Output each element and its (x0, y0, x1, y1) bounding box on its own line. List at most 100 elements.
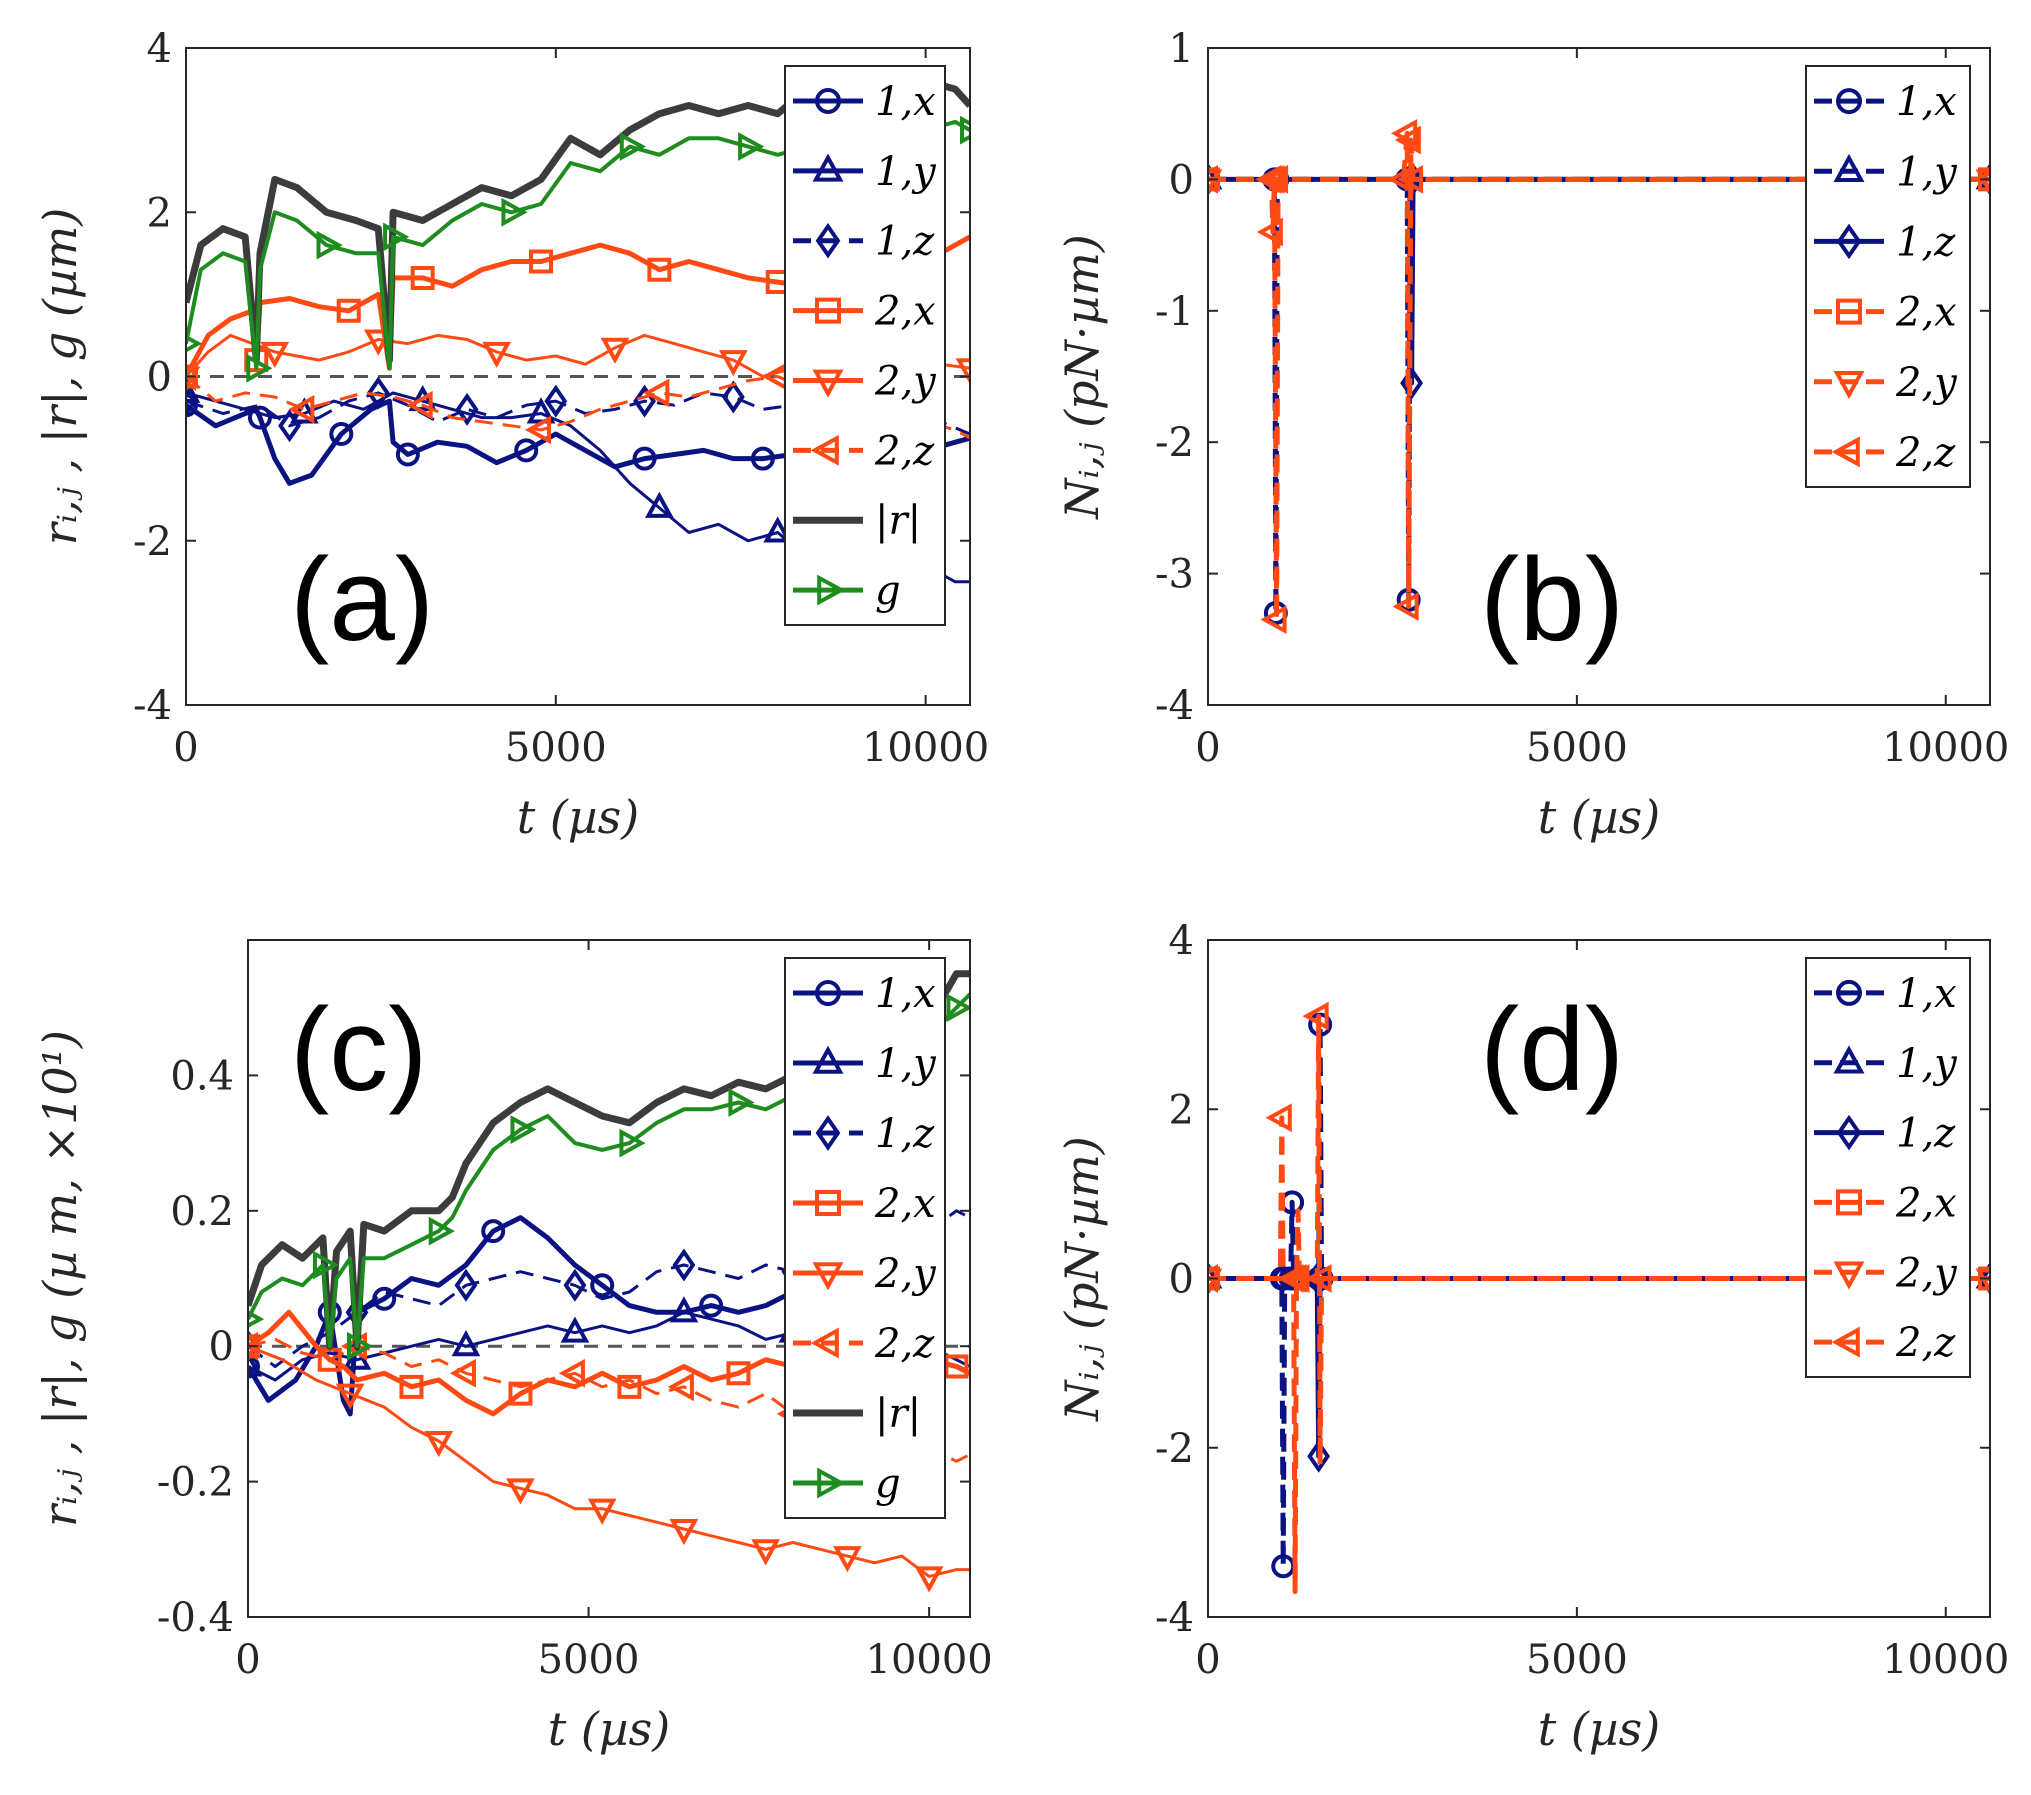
legend-marker (1836, 979, 1862, 1006)
legend-label: 2,x (1895, 290, 1957, 336)
data-marker (529, 249, 554, 274)
panel-label: (b) (1480, 534, 1624, 666)
panel-label: (c) (290, 984, 428, 1116)
data-marker (346, 1331, 374, 1361)
legend-marker (1833, 370, 1865, 400)
data-marker (560, 1316, 590, 1343)
data-marker (619, 132, 646, 161)
data-marker (944, 1354, 969, 1379)
data-marker (833, 1546, 862, 1573)
y-tick-label: -2 (133, 519, 172, 565)
data-marker (946, 993, 970, 1023)
x-tick-label: 10000 (1882, 725, 2009, 771)
data-marker (406, 390, 433, 420)
x-tick-label: 0 (235, 1637, 260, 1683)
data-marker (914, 1566, 944, 1593)
data-marker (335, 1383, 365, 1410)
panel-label: (a) (290, 534, 434, 666)
data-marker (508, 1381, 533, 1406)
panel-a: 0 5000 10000 -4 -2 0 2 4 t (µs) rᵢ,ⱼ , |r|, g (µm… (33, 26, 989, 844)
y-tick-label: 4 (147, 26, 172, 72)
data-marker (699, 1293, 724, 1318)
data-marker (482, 341, 512, 369)
data-marker (1391, 119, 1418, 148)
legend-marker (817, 1467, 846, 1499)
data-marker (524, 415, 552, 445)
data-marker (1392, 592, 1419, 621)
legend-label: 2,x (874, 1181, 936, 1227)
data-marker (672, 1248, 696, 1282)
legend-label: 1,x (1896, 971, 1957, 1017)
data-marker (751, 1539, 781, 1566)
x-tick-label: 0 (173, 725, 198, 771)
data-marker (726, 1361, 751, 1386)
data-marker (587, 1498, 617, 1525)
panel-d: 0 5000 10000 -4 -2 0 2 4 t (µs) Nᵢ,ⱼ (pN·µm) (d) 1,… (1055, 918, 2009, 1756)
series-line-2y (248, 1344, 970, 1578)
legend-label: 2,x (1895, 1180, 1957, 1226)
legend-marker (1836, 223, 1862, 260)
legend-marker (812, 1045, 844, 1074)
legend-label: 1,x (875, 971, 936, 1017)
data-marker (1305, 1264, 1332, 1293)
legend-marker (815, 1190, 841, 1216)
y-axis-label: Nᵢ,ⱼ (pN·µm) (1055, 234, 1109, 520)
legend-marker (810, 434, 839, 466)
y-tick-label: 4 (1169, 918, 1194, 964)
x-tick-label: 5000 (1526, 725, 1628, 771)
legend-label: 1,z (875, 219, 935, 265)
series-line-2z (186, 375, 970, 440)
legend-marker (1836, 298, 1862, 325)
y-tick-label: 2 (147, 190, 172, 236)
legend-box (784, 65, 946, 626)
legend-label: 2,y (874, 1251, 937, 1297)
panel-b: 0 5000 10000 -4 -3 -2 -1 0 1 t (µs) Nᵢ,ⱼ (pN·µm) (b… (1055, 26, 2009, 844)
x-axis-label: t (µs) (517, 790, 640, 844)
data-marker (506, 1478, 535, 1505)
y-axis-label: Nᵢ,ⱼ (pN·µm) (1055, 1136, 1109, 1422)
panel-c: 0 5000 10000 -0.4 -0.2 0 0.2 0.4 t (µs) rᵢ,ⱼ , |r… (33, 939, 993, 1756)
data-marker (738, 132, 765, 161)
x-tick-label: 10000 (866, 1637, 993, 1683)
y-tick-label: -2 (1155, 420, 1194, 466)
y-tick-label: -0.4 (157, 1595, 234, 1641)
legend-box (784, 957, 946, 1519)
y-tick-label: -2 (1155, 1426, 1194, 1472)
data-marker (1261, 165, 1289, 194)
data-marker (544, 384, 568, 418)
data-marker (501, 197, 528, 227)
legend-marker (815, 1115, 841, 1151)
data-marker (246, 353, 273, 383)
data-marker (955, 358, 970, 385)
legend-marker (1833, 1045, 1865, 1074)
data-marker (510, 1115, 537, 1144)
panel-label: (d) (1480, 984, 1624, 1116)
legend-label: g (875, 1461, 901, 1507)
data-marker (278, 409, 301, 443)
data-marker (1973, 170, 1990, 189)
data-marker (669, 1518, 699, 1546)
legend-label: |r| (875, 498, 921, 544)
x-tick-label: 10000 (1882, 1637, 2009, 1683)
data-marker (1394, 125, 1421, 155)
data-marker (1302, 1001, 1329, 1031)
data-marker (428, 1216, 455, 1246)
data-marker (721, 380, 745, 414)
data-marker (316, 230, 343, 260)
legend-marker (815, 222, 841, 259)
x-axis-label: t (µs) (548, 1702, 671, 1756)
y-tick-label: 0 (1169, 157, 1194, 203)
data-marker (248, 1336, 263, 1363)
y-tick-label: -4 (133, 683, 172, 729)
legend-marker (817, 574, 846, 606)
data-marker (383, 222, 410, 252)
legend-marker (815, 980, 841, 1006)
legend-label: 2,x (874, 289, 936, 335)
x-axis-label: t (µs) (1538, 790, 1661, 844)
legend-marker (1831, 436, 1860, 468)
y-tick-label: -1 (1155, 289, 1194, 335)
x-tick-label: 10000 (862, 725, 989, 771)
data-marker (454, 1268, 478, 1302)
legend-label: 1,z (1896, 1111, 1956, 1157)
